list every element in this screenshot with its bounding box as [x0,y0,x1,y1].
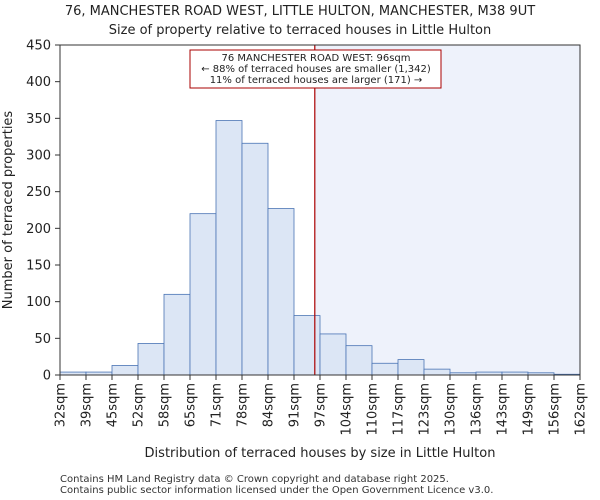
annotation-line-1: 76 MANCHESTER ROAD WEST: 96sqm [221,53,410,64]
footer-line-2: Contains public sector information licen… [60,485,494,496]
y-tick-label-400: 400 [26,75,51,90]
x-tick-label-143sqm: 143sqm [496,383,511,436]
x-tick-label-136sqm: 136sqm [470,383,485,436]
bar-123sqm [423,368,451,376]
x-tick-label-97sqm: 97sqm [314,383,329,427]
bar-117sqm [397,359,425,376]
x-tick-label-32sqm: 32sqm [54,383,69,427]
annotation-line-2: ← 88% of terraced houses are smaller (1,… [201,64,431,75]
larger-region-shade [314,45,580,375]
y-tick-label-0: 0 [43,369,51,384]
x-tick-label-117sqm: 117sqm [392,383,407,436]
bar-110sqm [371,362,399,376]
x-tick-label-162sqm: 162sqm [574,383,589,436]
x-axis: 32sqm 39sqm 45sqm 52sqm 58sqm 65sqm 71sqm 78sqm… [54,375,589,436]
bars-group [59,120,581,376]
x-axis-label: Distribution of terraced houses by size … [145,446,496,461]
x-tick-label-52sqm: 52sqm [132,383,147,427]
x-tick-label-149sqm: 149sqm [522,383,537,436]
annotation-box [189,49,442,89]
y-tick-label-450: 450 [26,39,51,54]
y-axis: 0 50 100 150 200 250 300 350 400 450 [26,39,60,384]
y-tick-label-50: 50 [34,332,51,347]
y-tick-label-100: 100 [26,295,51,310]
x-tick-label-130sqm: 130sqm [444,383,459,436]
plot-frame [59,44,581,376]
y-tick-label-250: 250 [26,185,51,200]
x-tick-label-156sqm: 156sqm [548,383,563,436]
x-tick-label-71sqm: 71sqm [210,383,225,427]
bar-78sqm [241,142,269,376]
y-tick-label-200: 200 [26,222,51,237]
property-annotation: 76 MANCHESTER ROAD WEST: 96sqm ← 88% of … [189,49,442,89]
bar-91sqm [293,315,321,376]
chart-subtitle: Size of property relative to terraced ho… [108,23,492,38]
y-tick-label-150: 150 [26,259,51,274]
footer: Contains HM Land Registry data © Crown c… [60,474,493,496]
chart-title: 76, MANCHESTER ROAD WEST, LITTLE HULTON,… [64,4,536,19]
y-axis-label: Number of terraced properties [1,111,16,310]
chart-title-block: 76, MANCHESTER ROAD WEST, LITTLE HULTON,… [0,2,600,40]
x-tick-label-78sqm: 78sqm [236,383,251,427]
footer-line-1: Contains HM Land Registry data © Crown c… [60,474,449,485]
x-tick-label-123sqm: 123sqm [418,383,433,436]
bar-52sqm [137,343,165,376]
bar-104sqm [345,345,373,376]
x-tick-label-104sqm: 104sqm [340,383,355,436]
bar-45sqm [111,365,139,376]
x-tick-label-45sqm: 45sqm [106,383,121,427]
bar-58sqm [163,293,191,376]
x-tick-label-39sqm: 39sqm [80,383,95,427]
bar-71sqm [215,120,243,376]
bar-84sqm [267,208,295,376]
x-tick-label-110sqm: 110sqm [366,383,381,436]
y-tick-label-300: 300 [26,149,51,164]
annotation-line-3: 11% of terraced houses are larger (171) … [210,75,423,86]
x-tick-label-91sqm: 91sqm [288,383,303,427]
x-tick-label-58sqm: 58sqm [158,383,173,427]
x-tick-label-84sqm: 84sqm [262,383,277,427]
y-tick-label-350: 350 [26,112,51,127]
bar-97sqm [319,333,347,376]
x-tick-label-65sqm: 65sqm [184,383,199,427]
bar-65sqm [189,213,217,376]
